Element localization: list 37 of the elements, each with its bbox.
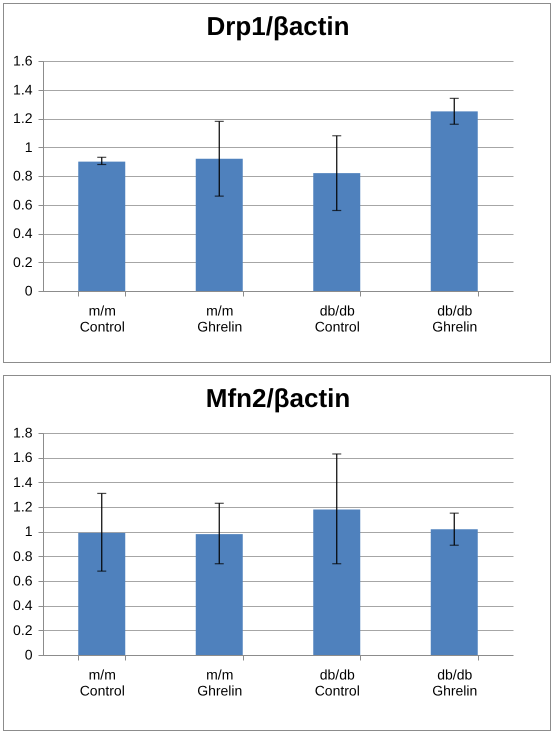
y-tick-label: 1 — [24, 138, 33, 155]
y-tick-label: 0.8 — [13, 548, 33, 564]
chart-title: Mfn2/βactin — [206, 383, 350, 413]
bar — [313, 509, 360, 655]
bar — [430, 529, 478, 655]
x-tick-label: m/m Control — [80, 302, 125, 334]
bar — [196, 534, 243, 655]
x-tick-label: db/db Ghrelin — [432, 302, 478, 334]
x-tick-label: db/db Control — [314, 302, 360, 334]
y-tick-label: 0 — [24, 282, 33, 298]
x-tick-label: db/db Ghrelin — [432, 666, 478, 698]
bar — [313, 173, 360, 291]
y-tick-label: 1.8 — [13, 424, 33, 440]
bar — [78, 532, 126, 655]
y-tick-label: 1.6 — [13, 52, 33, 68]
y-tick-label: 1.2 — [13, 110, 33, 126]
bar — [78, 162, 126, 291]
x-tick-label: m/m Ghrelin — [197, 666, 242, 698]
y-tick-label: 1.4 — [13, 474, 33, 490]
bar — [196, 158, 243, 291]
y-tick-label: 0.2 — [13, 254, 33, 270]
y-tick-label: 0 — [24, 646, 33, 662]
y-tick-label: 1.4 — [13, 81, 33, 98]
y-tick-label: 1 — [24, 523, 33, 540]
y-tick-label: 0.6 — [13, 196, 33, 212]
y-tick-label: 0.4 — [13, 597, 33, 614]
chart-title: Drp1/βactin — [206, 11, 350, 41]
x-tick-label: m/m Ghrelin — [197, 302, 242, 334]
bar — [430, 111, 478, 291]
y-tick-label: 0.2 — [13, 622, 33, 638]
x-tick-label: m/m Control — [80, 666, 125, 698]
x-tick-label: db/db Control — [314, 666, 360, 698]
y-tick-label: 0.4 — [13, 225, 33, 241]
y-tick-label: 1.2 — [13, 498, 33, 514]
y-tick-label: 1.6 — [13, 449, 33, 466]
y-tick-label: 0.8 — [13, 168, 33, 184]
y-tick-label: 0.6 — [13, 572, 33, 588]
